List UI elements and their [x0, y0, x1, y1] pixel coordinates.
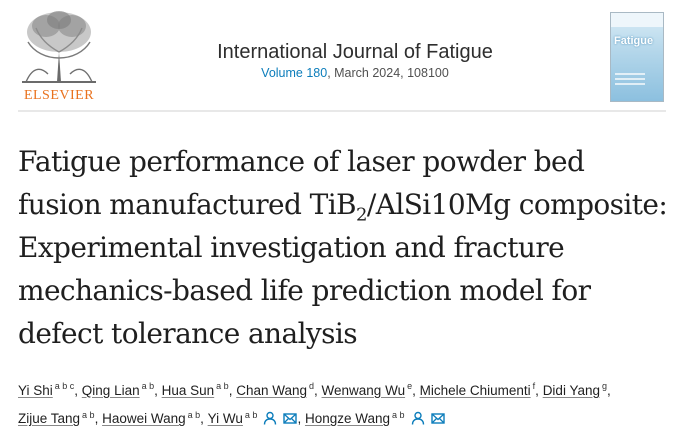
affiliation-marker[interactable]: a b — [392, 409, 405, 420]
title-subscript: 2 — [356, 204, 367, 226]
title-part-2: /AlSi10Mg composite: Experimental invest… — [18, 188, 668, 350]
author: Qing Lian a b, — [81, 381, 162, 398]
author: Yi Wu a b, — [207, 409, 305, 427]
author: Michele Chiumenti f, — [419, 381, 543, 398]
affiliation-marker[interactable]: a b — [141, 381, 155, 391]
author: Yi Shi a b c, — [18, 381, 82, 398]
author-name-link[interactable]: Chan Wang — [236, 382, 307, 398]
journal-cover-image[interactable]: Fatigue — [610, 12, 664, 102]
author: Zijue Tang a b, — [18, 409, 103, 427]
email-icon[interactable] — [430, 411, 445, 425]
person-icon[interactable] — [411, 411, 425, 425]
author-name-link[interactable]: Yi Shi — [18, 382, 53, 398]
affiliation-marker[interactable]: f — [532, 381, 536, 391]
publisher-logo[interactable]: ELSEVIER — [18, 8, 100, 104]
elsevier-tree-icon — [18, 8, 100, 84]
author-name-link[interactable]: Hongze Wang — [304, 411, 391, 426]
author-name-link[interactable]: Didi Yang — [542, 382, 600, 398]
author-name-link[interactable]: Wenwang Wu — [321, 382, 406, 398]
affiliation-marker[interactable]: e — [407, 381, 413, 391]
person-icon[interactable] — [263, 411, 277, 425]
author: Wenwang Wu e, — [321, 381, 420, 398]
author-name-link[interactable]: Zijue Tang — [18, 411, 81, 426]
volume-link[interactable]: Volume 180 — [261, 66, 328, 80]
journal-masthead: ELSEVIER International Journal of Fatigu… — [0, 0, 683, 110]
header-divider — [18, 110, 666, 112]
author-name-link[interactable]: Qing Lian — [81, 382, 140, 398]
cover-title: Fatigue — [614, 35, 654, 47]
affiliation-marker[interactable]: a b — [82, 409, 95, 420]
cover-header-bar — [611, 13, 663, 27]
author: Hua Sun a b, — [161, 381, 237, 398]
affiliation-marker[interactable]: g — [601, 381, 607, 391]
journal-issue-info: Volume 180, March 2024, 108100 — [150, 66, 560, 80]
author-name-link[interactable]: Michele Chiumenti — [419, 382, 531, 398]
email-icon[interactable] — [283, 411, 298, 425]
publisher-name: ELSEVIER — [23, 88, 95, 103]
author-name-link[interactable]: Hua Sun — [161, 382, 215, 398]
author: Chan Wang d, — [236, 381, 322, 398]
affiliation-marker[interactable]: a b — [187, 409, 201, 420]
author: Hongze Wang a b — [304, 409, 445, 426]
author: Haowei Wang a b, — [102, 409, 208, 427]
affiliation-marker[interactable]: a b — [216, 381, 229, 391]
author-name-link[interactable]: Yi Wu — [207, 411, 243, 426]
journal-info: International Journal of Fatigue Volume … — [150, 40, 560, 80]
journal-title-link[interactable]: International Journal of Fatigue — [217, 41, 493, 63]
title-part-1: Fatigue performance of laser powder bed … — [18, 145, 585, 221]
author-list: Yi Shi a b c, Qing Lian a b, Hua Sun a b, C… — [18, 374, 668, 431]
author: Didi Yang g, — [542, 381, 611, 398]
article-title: Fatigue performance of laser powder bed … — [18, 140, 668, 355]
affiliation-marker[interactable]: a b — [244, 409, 258, 420]
affiliation-marker[interactable]: a b c — [54, 381, 75, 391]
author-name-link[interactable]: Haowei Wang — [102, 411, 186, 426]
cover-decoration — [615, 73, 645, 75]
issue-details: , March 2024, 108100 — [327, 66, 449, 80]
affiliation-marker[interactable]: d — [309, 381, 315, 391]
